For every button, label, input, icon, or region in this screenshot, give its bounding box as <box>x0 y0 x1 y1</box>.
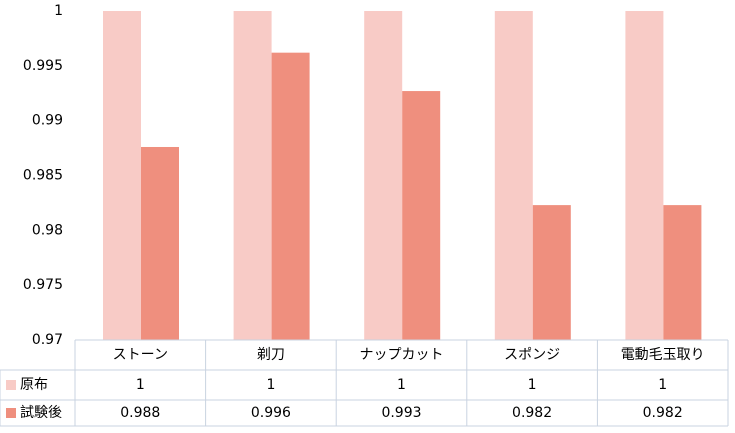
table-value: 1 <box>658 377 667 393</box>
bar <box>141 146 179 340</box>
table-value: 0.996 <box>251 405 291 421</box>
y-tick-label: 0.99 <box>32 113 63 129</box>
legend-label: 原布 <box>20 377 48 393</box>
x-tick-label: 剃刀 <box>257 347 285 363</box>
table-value: 0.982 <box>512 405 552 421</box>
bar <box>532 205 571 340</box>
bar <box>233 11 272 340</box>
table-value: 0.993 <box>381 405 421 421</box>
table-value: 1 <box>266 377 275 393</box>
bar <box>103 11 141 340</box>
legend-swatch <box>6 380 16 390</box>
table-value: 1 <box>397 377 406 393</box>
y-tick-label: 0.985 <box>23 168 63 184</box>
bar <box>663 205 702 340</box>
legend-label: 試験後 <box>20 405 62 421</box>
x-tick-label: ナップカット <box>360 347 444 363</box>
bar <box>625 11 664 340</box>
x-tick-label: ストーン <box>113 347 168 363</box>
y-tick-label: 0.995 <box>23 58 63 74</box>
table-value: 0.982 <box>643 405 683 421</box>
table-value: 1 <box>136 377 145 393</box>
table-value: 1 <box>528 377 537 393</box>
bar <box>402 91 441 340</box>
bar <box>364 11 403 340</box>
y-tick-label: 0.975 <box>23 277 63 293</box>
y-tick-label: 1 <box>54 3 63 19</box>
x-tick-label: 電動毛玉取り <box>621 347 705 363</box>
legend-swatch <box>6 408 16 418</box>
table-value: 0.988 <box>120 405 160 421</box>
x-tick-label: スポンジ <box>504 347 560 363</box>
y-tick-label: 0.98 <box>32 222 63 238</box>
y-tick-label: 0.97 <box>32 332 63 348</box>
bar <box>494 11 533 340</box>
bar <box>271 52 310 340</box>
